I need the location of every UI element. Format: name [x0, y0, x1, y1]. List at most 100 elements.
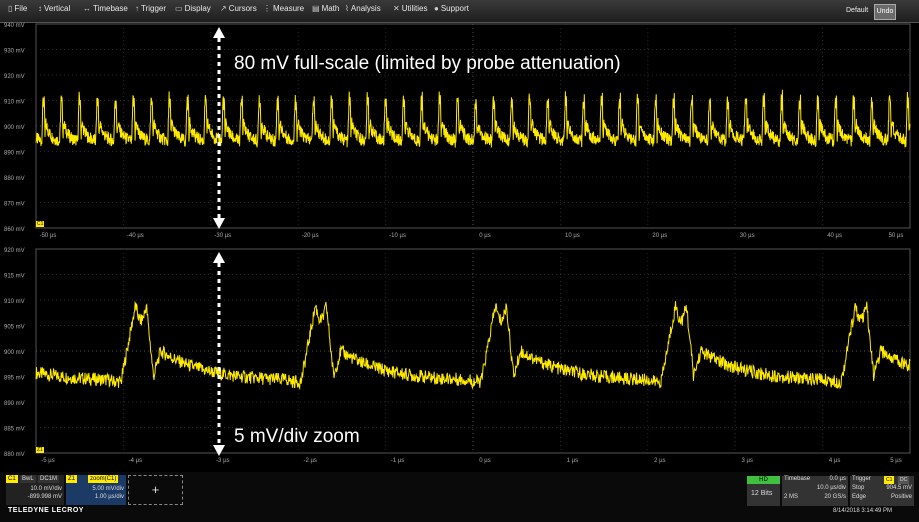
z1-label: Z1 — [66, 475, 78, 483]
x-tick-label: 10 µs — [565, 233, 580, 239]
trigger-icon: ↑ — [135, 4, 139, 13]
c1-offset: -899.998 mV — [27, 494, 62, 500]
annotation-full-scale: 80 mV full-scale (limited by probe atten… — [234, 53, 621, 74]
x-tick-label: -3 µs — [216, 458, 229, 464]
menu-trigger[interactable]: ↑ Trigger — [135, 4, 166, 13]
y-tick-label: 885 mV — [4, 427, 25, 433]
x-tick-label: -30 µs — [214, 233, 231, 239]
y-tick-label: 930 mV — [4, 49, 25, 55]
menu-display[interactable]: ▭ Display — [175, 4, 211, 13]
c1-dc-tag: DC1M — [38, 475, 60, 483]
trigger-level: 904.5 mV — [886, 485, 912, 491]
status-panel: C1 BwL DC1M 10.0 mV/div -899.998 mV Z1 z… — [0, 472, 919, 522]
display-icon: ▭ — [175, 4, 183, 13]
menu-label: Vertical — [44, 4, 71, 13]
default-label: Default — [846, 7, 869, 14]
menu-label: Analysis — [350, 4, 381, 13]
hd-indicator: HD 12 Bits — [747, 476, 780, 506]
timebase-icon: ↔ — [83, 4, 91, 13]
y-tick-label: 890 mV — [4, 151, 25, 157]
menu-bar: ▯ File ↕ Vertical ↔ Timebase ↑ Trigger ▭ Display ↗… — [0, 0, 919, 23]
utilities-icon: ✕ — [393, 4, 400, 13]
trigger-source: C1 — [884, 476, 895, 484]
x-tick-label: 30 µs — [740, 233, 755, 239]
channel-marker-z1[interactable]: Z1 — [36, 447, 44, 453]
trace-z1-zoom — [35, 300, 911, 391]
x-tick-label: -20 µs — [302, 233, 319, 239]
trigger-type: Edge — [852, 494, 867, 500]
timebase-rate: 20 GS/s — [824, 494, 846, 500]
double-arrow-bottom — [213, 252, 225, 456]
trigger-descriptor[interactable]: Trigger C1 DC Stop 904.5 mV Edge Positiv… — [850, 476, 914, 506]
channel-marker-c1[interactable]: C1 — [36, 221, 45, 227]
y-tick-label: 920 mV — [4, 248, 25, 254]
undo-button[interactable]: Undo — [874, 4, 896, 20]
x-tick-label: -1 µs — [391, 458, 404, 464]
y-tick-label: 880 mV — [4, 176, 25, 182]
file-icon: ▯ — [8, 4, 13, 13]
menu-label: Support — [440, 4, 469, 13]
x-tick-label: 3 µs — [741, 458, 752, 464]
y-tick-label: 880 mV — [4, 452, 25, 458]
menu-measure[interactable]: ⋮ Measure — [263, 4, 304, 13]
menu-file[interactable]: ▯ File — [8, 4, 27, 13]
y-tick-label: 915 mV — [4, 274, 25, 280]
x-tick-label: 50 µs — [889, 233, 904, 239]
x-tick-label: -50 µs — [40, 233, 57, 239]
y-tick-label: 890 mV — [4, 401, 25, 407]
timebase-points: 2 MS — [784, 494, 799, 500]
y-tick-label: 900 mV — [4, 125, 25, 131]
y-tick-label: 895 mV — [4, 376, 25, 382]
y-tick-label: 910 mV — [4, 299, 25, 305]
brand-logo: TELEDYNE LECROY — [8, 507, 84, 514]
x-tick-label: 2 µs — [654, 458, 665, 464]
trigger-title: Trigger — [852, 476, 871, 482]
y-tick-label: 905 mV — [4, 325, 25, 331]
trigger-slope: Positive — [890, 494, 912, 500]
c1-descriptor[interactable]: C1 BwL DC1M 10.0 mV/div -899.998 mV — [6, 475, 64, 505]
annotation-zoom: 5 mV/div zoom — [234, 426, 360, 447]
y-tick-label: 920 mV — [4, 74, 25, 80]
bit-depth: 12 Bits — [751, 490, 773, 497]
timebase-title: Timebase — [784, 476, 811, 482]
menu-vertical[interactable]: ↕ Vertical — [38, 4, 70, 13]
x-tick-label: -40 µs — [127, 233, 144, 239]
menu-utilities[interactable]: ✕ Utilities — [393, 4, 427, 13]
analysis-icon: ⌇ — [345, 4, 349, 13]
menu-math[interactable]: ▤ Math — [312, 4, 339, 13]
menu-support[interactable]: ● Support — [434, 4, 469, 13]
bottom-grid-frame — [35, 248, 911, 454]
z1-scale: 5.00 mV/div — [92, 486, 124, 492]
trigger-coupling: DC — [898, 476, 910, 484]
z1-descriptor[interactable]: Z1 zoom(C1) 5.00 mV/div 1.00 µs/div — [66, 475, 126, 505]
support-icon: ● — [434, 4, 439, 13]
hd-label: HD — [747, 476, 780, 484]
menu-label: Cursors — [228, 4, 257, 13]
add-trace-button[interactable]: + — [128, 475, 183, 505]
datetime: 8/14/2018 3:14:49 PM — [833, 508, 893, 514]
x-tick-label: -5 µs — [41, 458, 54, 464]
y-tick-label: 900 mV — [4, 350, 25, 356]
menu-label: Math — [321, 4, 340, 13]
timebase-descriptor[interactable]: Timebase 0.0 µs 10.0 µs/div 2 MS 20 GS/s — [782, 476, 848, 506]
c1-label: C1 — [6, 475, 18, 483]
vertical-icon: ↕ — [38, 4, 42, 13]
x-tick-label: 5 µs — [890, 458, 901, 464]
timebase-div: 10.0 µs/div — [816, 485, 846, 491]
x-tick-label: 40 µs — [827, 233, 842, 239]
menu-label: Display — [184, 4, 211, 13]
math-icon: ▤ — [312, 4, 320, 13]
z1-timebase: 1.00 µs/div — [94, 494, 124, 500]
menu-label: File — [14, 4, 28, 13]
y-tick-label: 860 mV — [4, 227, 25, 233]
y-tick-label: 910 mV — [4, 100, 25, 106]
x-tick-label: -10 µs — [389, 233, 406, 239]
timebase-delay: 0.0 µs — [829, 476, 846, 482]
measure-icon: ⋮ — [263, 4, 271, 13]
trace-c1 — [35, 89, 911, 148]
x-tick-label: 4 µs — [829, 458, 840, 464]
menu-analysis[interactable]: ⌇ Analysis — [345, 4, 381, 13]
menu-timebase[interactable]: ↔ Timebase — [83, 4, 128, 13]
x-tick-label: 1 µs — [567, 458, 578, 464]
menu-cursors[interactable]: ↗ Cursors — [220, 4, 257, 13]
